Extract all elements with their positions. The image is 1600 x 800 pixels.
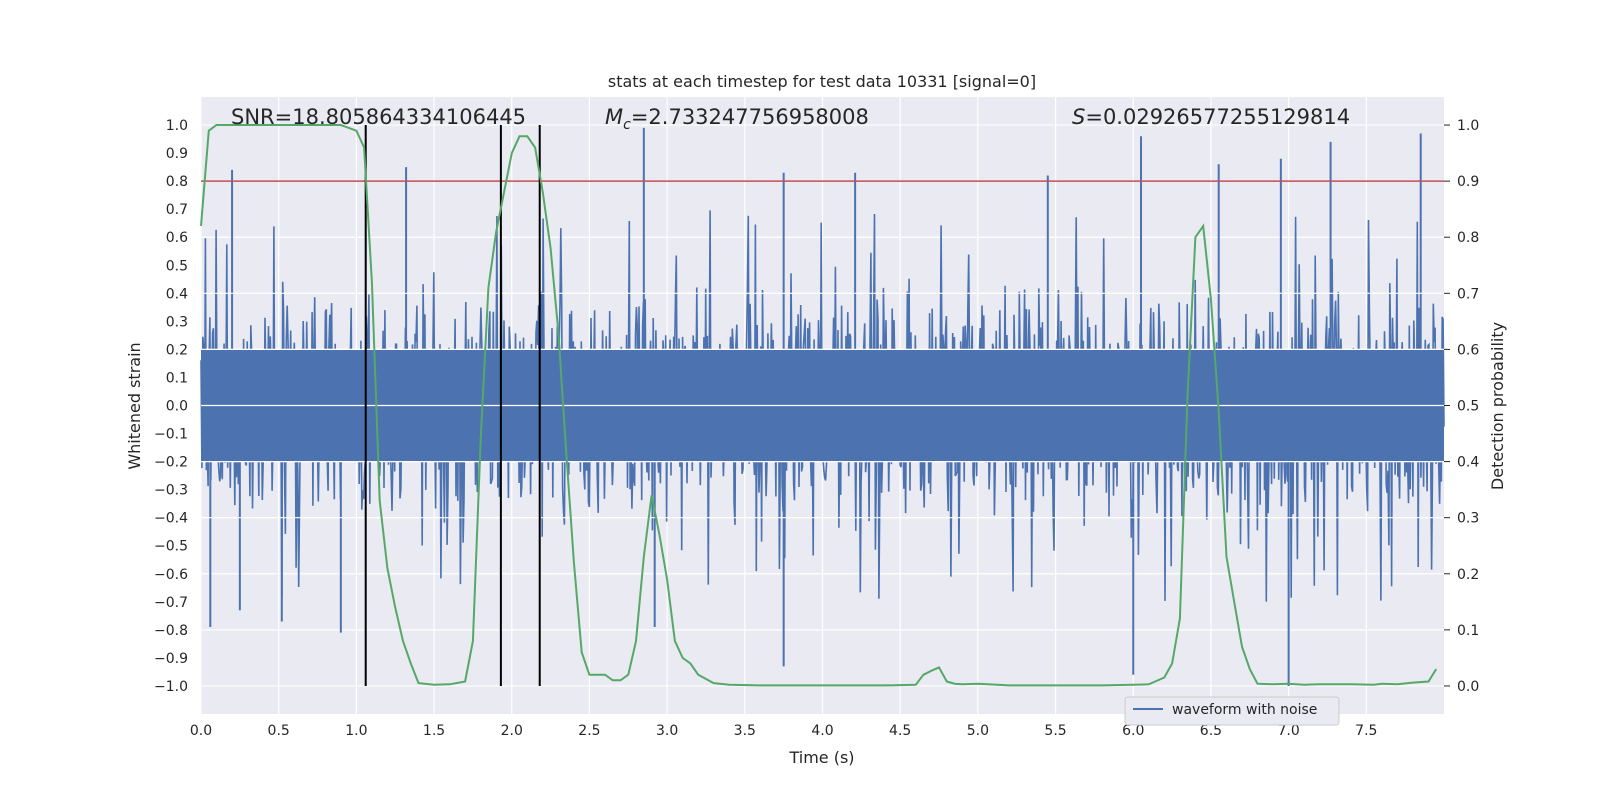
y-tick-label-right: 0.3 xyxy=(1457,511,1479,527)
y-tick-label-left: −0.6 xyxy=(154,567,188,583)
legend-box xyxy=(1124,696,1340,726)
chart-title: stats at each timestep for test data 103… xyxy=(608,72,1036,91)
y-tick-label-right: 0.0 xyxy=(1457,679,1479,695)
legend-label-waveform: waveform with noise xyxy=(1172,702,1317,718)
y-tick-label-left: 0.3 xyxy=(166,314,188,330)
y-tick-label-right: 0.5 xyxy=(1457,399,1479,415)
x-tick-label: 5.5 xyxy=(1044,723,1066,739)
x-tick-label: 6.0 xyxy=(1122,723,1144,739)
y-tick-label-right: 0.7 xyxy=(1457,286,1479,302)
y-tick-label-right: 0.2 xyxy=(1457,567,1479,583)
y-tick-label-left: −0.1 xyxy=(154,427,188,443)
axis-ticks: 0.0 0.5 1.0 1.5 2.0 2.5 3.0 3.5 4.0 4.5 5.0 5.5 6.0 6… xyxy=(154,118,1479,739)
y-tick-label-left: 1.0 xyxy=(166,118,188,134)
s-value: =0.02926577255129814 xyxy=(1085,105,1350,129)
x-tick-label: 4.5 xyxy=(889,723,911,739)
y-tick-label-left: −0.5 xyxy=(154,539,188,555)
probability-series xyxy=(200,124,1438,687)
y-tick-label-left: 0.1 xyxy=(166,370,188,386)
y-tick-label-left: −0.4 xyxy=(154,511,188,527)
waveform-series xyxy=(200,127,1445,686)
x-tick-label: 3.5 xyxy=(734,723,756,739)
y-tick-label-left: 0.9 xyxy=(166,146,188,162)
x-tick-label: 1.0 xyxy=(345,723,367,739)
y-tick-label-left: −0.2 xyxy=(154,455,188,471)
x-axis-label: Time (s) xyxy=(788,748,854,767)
probability-line xyxy=(200,124,1438,687)
chirp-mass-subscript: c xyxy=(623,117,631,133)
y-tick-label-left: 0.7 xyxy=(166,202,188,218)
y-tick-label-right: 0.1 xyxy=(1457,623,1479,639)
x-tick-label: 5.0 xyxy=(967,723,989,739)
y-tick-label-left: 0.4 xyxy=(166,286,188,302)
y-tick-label-left: 0.2 xyxy=(166,342,188,358)
y-tick-label-left: −0.7 xyxy=(154,595,188,611)
y-tick-label-left: 0.6 xyxy=(166,230,188,246)
chirp-mass-symbol: M xyxy=(605,105,623,129)
y-tick-label-right: 1.0 xyxy=(1457,118,1479,134)
y-tick-label-right: 0.8 xyxy=(1457,230,1479,246)
y-tick-label-left: −0.9 xyxy=(154,651,188,667)
y-tick-label-left: 0.5 xyxy=(166,258,188,274)
x-tick-label: 6.5 xyxy=(1200,723,1222,739)
x-tick-label: 7.0 xyxy=(1277,723,1299,739)
snr-annotation: SNR=18.805864334106445 xyxy=(231,105,526,129)
x-tick-label: 7.5 xyxy=(1355,723,1377,739)
y-tick-label-left: 0.8 xyxy=(166,174,188,190)
y-tick-label-right: 0.6 xyxy=(1457,342,1479,358)
y-tick-label-right: 0.4 xyxy=(1457,455,1479,471)
x-tick-label: 3.0 xyxy=(656,723,678,739)
chirp-mass-annotation: Mc=2.733247756958008 xyxy=(605,105,869,133)
y-tick-label-left: −1.0 xyxy=(154,679,188,695)
x-tick-label: 0.0 xyxy=(190,723,212,739)
x-tick-label: 2.0 xyxy=(501,723,523,739)
x-tick-label: 1.5 xyxy=(423,723,445,739)
chirp-mass-value: =2.733247756958008 xyxy=(631,105,869,129)
y-axis-label-right: Detection probability xyxy=(1488,322,1507,490)
s-symbol: S xyxy=(1072,105,1085,129)
y-tick-label-left: 0.0 xyxy=(166,399,188,415)
legend: waveform with noise xyxy=(1124,696,1340,726)
x-tick-label: 0.5 xyxy=(268,723,290,739)
x-tick-label: 4.0 xyxy=(811,723,833,739)
vertical-markers xyxy=(364,125,541,686)
s-annotation: S=0.02926577255129814 xyxy=(1072,105,1350,129)
y-tick-label-right: 0.9 xyxy=(1457,174,1479,190)
y-axis-label-left: Whitened strain xyxy=(125,342,144,469)
y-tick-label-left: −0.8 xyxy=(154,623,188,639)
x-tick-label: 2.5 xyxy=(578,723,600,739)
y-tick-label-left: −0.3 xyxy=(154,483,188,499)
